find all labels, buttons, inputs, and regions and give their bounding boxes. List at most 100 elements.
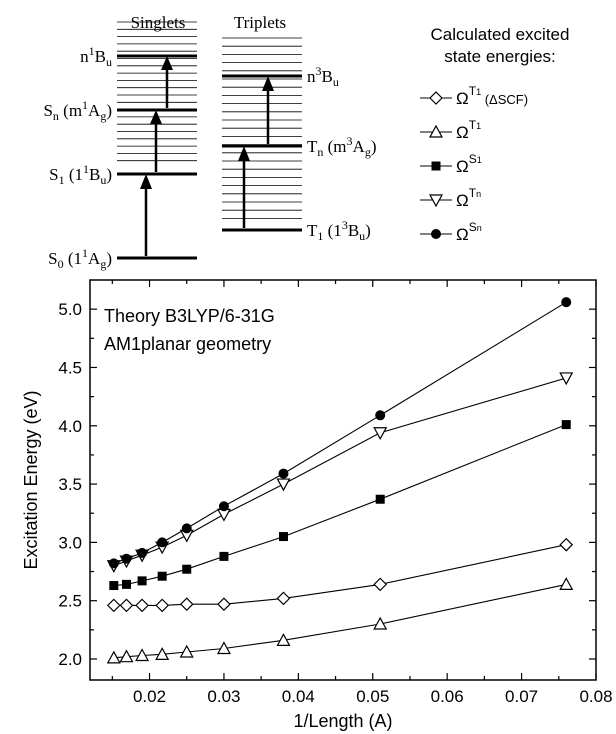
y-tick-label: 5.0 bbox=[58, 300, 82, 319]
axis-ticks bbox=[90, 280, 597, 680]
legend-label: ΩT1 bbox=[456, 118, 481, 142]
s0-to-s1-arrowhead bbox=[140, 174, 152, 189]
data-point-sn bbox=[181, 523, 192, 534]
legend-item-tn: ΩTn bbox=[420, 186, 481, 210]
series-t1 bbox=[106, 577, 574, 664]
data-point-s1 bbox=[137, 576, 147, 586]
energy-level-diagram: Singlets Triplets S0 (11Ag) bbox=[43, 13, 376, 271]
legend: Calculated excited state energies: ΩT1 (… bbox=[420, 25, 569, 244]
y-tick-label: 4.0 bbox=[58, 417, 82, 436]
data-point-sn bbox=[561, 297, 572, 308]
y-tick-label: 2.5 bbox=[58, 592, 82, 611]
data-point-t1 bbox=[559, 577, 574, 590]
t1-to-tn-arrowhead bbox=[238, 146, 250, 161]
legend-label: ΩT1 (ΔSCF) bbox=[456, 84, 528, 108]
data-point-t1-dscf bbox=[373, 577, 388, 592]
data-point-t1-dscf bbox=[179, 597, 194, 612]
data-point-t1 bbox=[155, 647, 170, 660]
legend-marker-square-filled bbox=[431, 161, 441, 171]
legend-marker-triangle-up-open bbox=[428, 124, 444, 138]
s1-to-sn-arrowhead bbox=[150, 110, 162, 124]
data-point-sn bbox=[218, 501, 229, 512]
data-point-tn bbox=[276, 478, 291, 492]
legend-item-s1: ΩS1 bbox=[420, 152, 482, 176]
x-tick-label: 0.03 bbox=[207, 687, 240, 706]
s1-label: S1 (11Bu) bbox=[49, 162, 112, 187]
data-point-s1 bbox=[109, 581, 119, 591]
tn-label: Tn (m3Ag) bbox=[307, 134, 376, 159]
legend-item-t1-dscf: ΩT1 (ΔSCF) bbox=[420, 84, 528, 108]
data-point-t1-dscf bbox=[276, 591, 291, 606]
annotation-line1: Theory B3LYP/6-31G bbox=[104, 306, 275, 326]
series-t1-dscf bbox=[106, 537, 574, 613]
series-line-tn bbox=[113, 377, 567, 567]
data-point-t1-dscf bbox=[217, 597, 231, 612]
legend-title-line2: state energies: bbox=[444, 47, 556, 66]
excitation-energy-chart: 0.02 0.03 0.04 0.05 0.06 0.07 0.08 2.0 2.5 3.0 3.5… bbox=[21, 279, 613, 731]
data-point-t1 bbox=[179, 644, 194, 658]
x-tick-label: 0.05 bbox=[356, 687, 389, 706]
n1bu-label: n1Bu bbox=[80, 44, 112, 69]
data-point-t1 bbox=[373, 616, 388, 630]
legend-marker-circle-filled bbox=[431, 229, 441, 239]
annotation-line2: AM1planar geometry bbox=[104, 334, 271, 354]
series-layer bbox=[106, 297, 574, 664]
series-line-s1 bbox=[113, 424, 567, 587]
data-point-t1-dscf bbox=[155, 598, 170, 613]
n3bu-label: n3Bu bbox=[307, 64, 339, 89]
legend-label: ΩSn bbox=[456, 220, 482, 244]
y-tick-label: 3.0 bbox=[58, 533, 82, 552]
singlets-heading: Singlets bbox=[131, 13, 186, 32]
s0-label: S0 (11Ag) bbox=[48, 246, 112, 271]
data-point-tn bbox=[373, 427, 388, 441]
data-point-s1 bbox=[278, 532, 288, 542]
y-axis-label: Excitation Energy (eV) bbox=[21, 390, 41, 569]
data-point-t1 bbox=[119, 649, 134, 663]
data-point-s1 bbox=[375, 494, 385, 504]
data-point-s1 bbox=[219, 551, 229, 561]
triplets-heading: Triplets bbox=[234, 13, 286, 32]
t1-label: T1 (13Bu) bbox=[307, 218, 371, 243]
series-sn bbox=[108, 297, 572, 569]
x-tick-label: 0.07 bbox=[505, 687, 538, 706]
x-tick-label: 0.08 bbox=[579, 687, 612, 706]
tn-to-n3bu-arrowhead bbox=[262, 76, 274, 91]
data-point-s1 bbox=[182, 564, 192, 574]
data-point-t1-dscf bbox=[106, 598, 121, 613]
data-point-t1-dscf bbox=[559, 537, 574, 552]
data-point-t1-dscf bbox=[135, 598, 149, 613]
data-point-t1 bbox=[276, 633, 291, 646]
series-line-t1 bbox=[113, 583, 567, 659]
triplet-thin-levels bbox=[222, 37, 302, 219]
data-point-sn bbox=[278, 468, 289, 479]
legend-label: ΩS1 bbox=[456, 152, 482, 176]
series-tn bbox=[106, 372, 574, 573]
legend-marker-triangle-down-open bbox=[428, 194, 444, 208]
data-point-t1-dscf bbox=[119, 598, 134, 613]
data-point-sn bbox=[108, 558, 119, 569]
legend-item-sn: ΩSn bbox=[420, 220, 482, 244]
sn-label: Sn (m1Ag) bbox=[43, 98, 112, 123]
data-point-t1 bbox=[135, 648, 150, 662]
y-tick-label: 2.0 bbox=[58, 650, 82, 669]
sn-to-n1bu-arrowhead bbox=[161, 56, 173, 70]
data-point-s1 bbox=[561, 420, 571, 430]
data-point-t1 bbox=[106, 650, 121, 664]
series-s1 bbox=[109, 420, 571, 591]
x-tick-label: 0.06 bbox=[431, 687, 464, 706]
legend-marker-diamond-open bbox=[429, 91, 443, 105]
series-line-t1-dscf bbox=[113, 544, 567, 606]
y-tick-label: 3.5 bbox=[58, 475, 82, 494]
data-point-sn bbox=[375, 410, 386, 421]
y-tick-label: 4.5 bbox=[58, 358, 82, 377]
data-point-s1 bbox=[121, 579, 131, 589]
data-point-s1 bbox=[157, 571, 167, 581]
plot-frame bbox=[89, 279, 597, 681]
legend-item-t1: ΩT1 bbox=[420, 118, 481, 142]
axis-tick-labels: 0.02 0.03 0.04 0.05 0.06 0.07 0.08 2.0 2.5 3.0 3.5… bbox=[58, 300, 612, 706]
x-tick-label: 0.02 bbox=[133, 687, 166, 706]
x-axis-label: 1/Length (A) bbox=[293, 711, 392, 731]
data-point-t1 bbox=[216, 641, 231, 655]
data-point-sn bbox=[137, 547, 148, 558]
